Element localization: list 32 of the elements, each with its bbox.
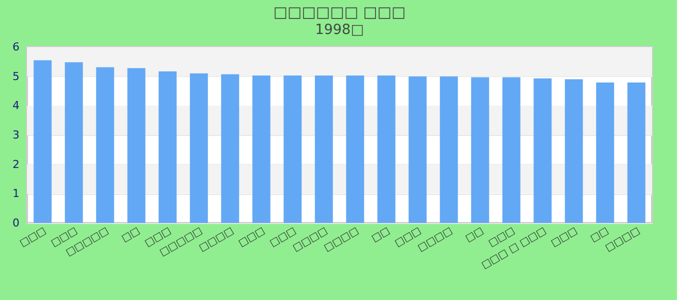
x-tick-label: □□ (464, 226, 486, 244)
chart-title: □□□□□□ □□□ (273, 3, 406, 21)
y-tick-label: 2 (12, 158, 20, 171)
bar (408, 76, 427, 223)
y-tick-label: 4 (12, 99, 20, 112)
bar (284, 75, 302, 223)
bar (596, 82, 614, 223)
y-tick-label: 0 (12, 216, 20, 230)
bar (221, 74, 240, 223)
bar (314, 75, 333, 223)
bar (34, 60, 52, 223)
bar (627, 82, 646, 223)
bar (190, 73, 208, 223)
bar (471, 77, 490, 223)
bar (96, 67, 114, 223)
x-tick-label: □□ (120, 226, 142, 244)
bar (127, 68, 146, 223)
y-tick-label: 3 (12, 128, 20, 142)
y-tick-label: 1 (12, 187, 20, 200)
bar (534, 78, 552, 223)
bar (252, 75, 270, 223)
bar (158, 71, 177, 223)
y-tick-label: 5 (12, 70, 20, 83)
bar (64, 62, 83, 223)
x-tick-label: □□ (370, 226, 392, 244)
bar (564, 79, 583, 223)
bar (346, 75, 364, 223)
bar (440, 76, 458, 223)
y-tick-label: 6 (12, 40, 20, 54)
bar (502, 77, 520, 223)
bar (377, 75, 396, 223)
chart-subtitle: 1998□ (315, 22, 364, 38)
